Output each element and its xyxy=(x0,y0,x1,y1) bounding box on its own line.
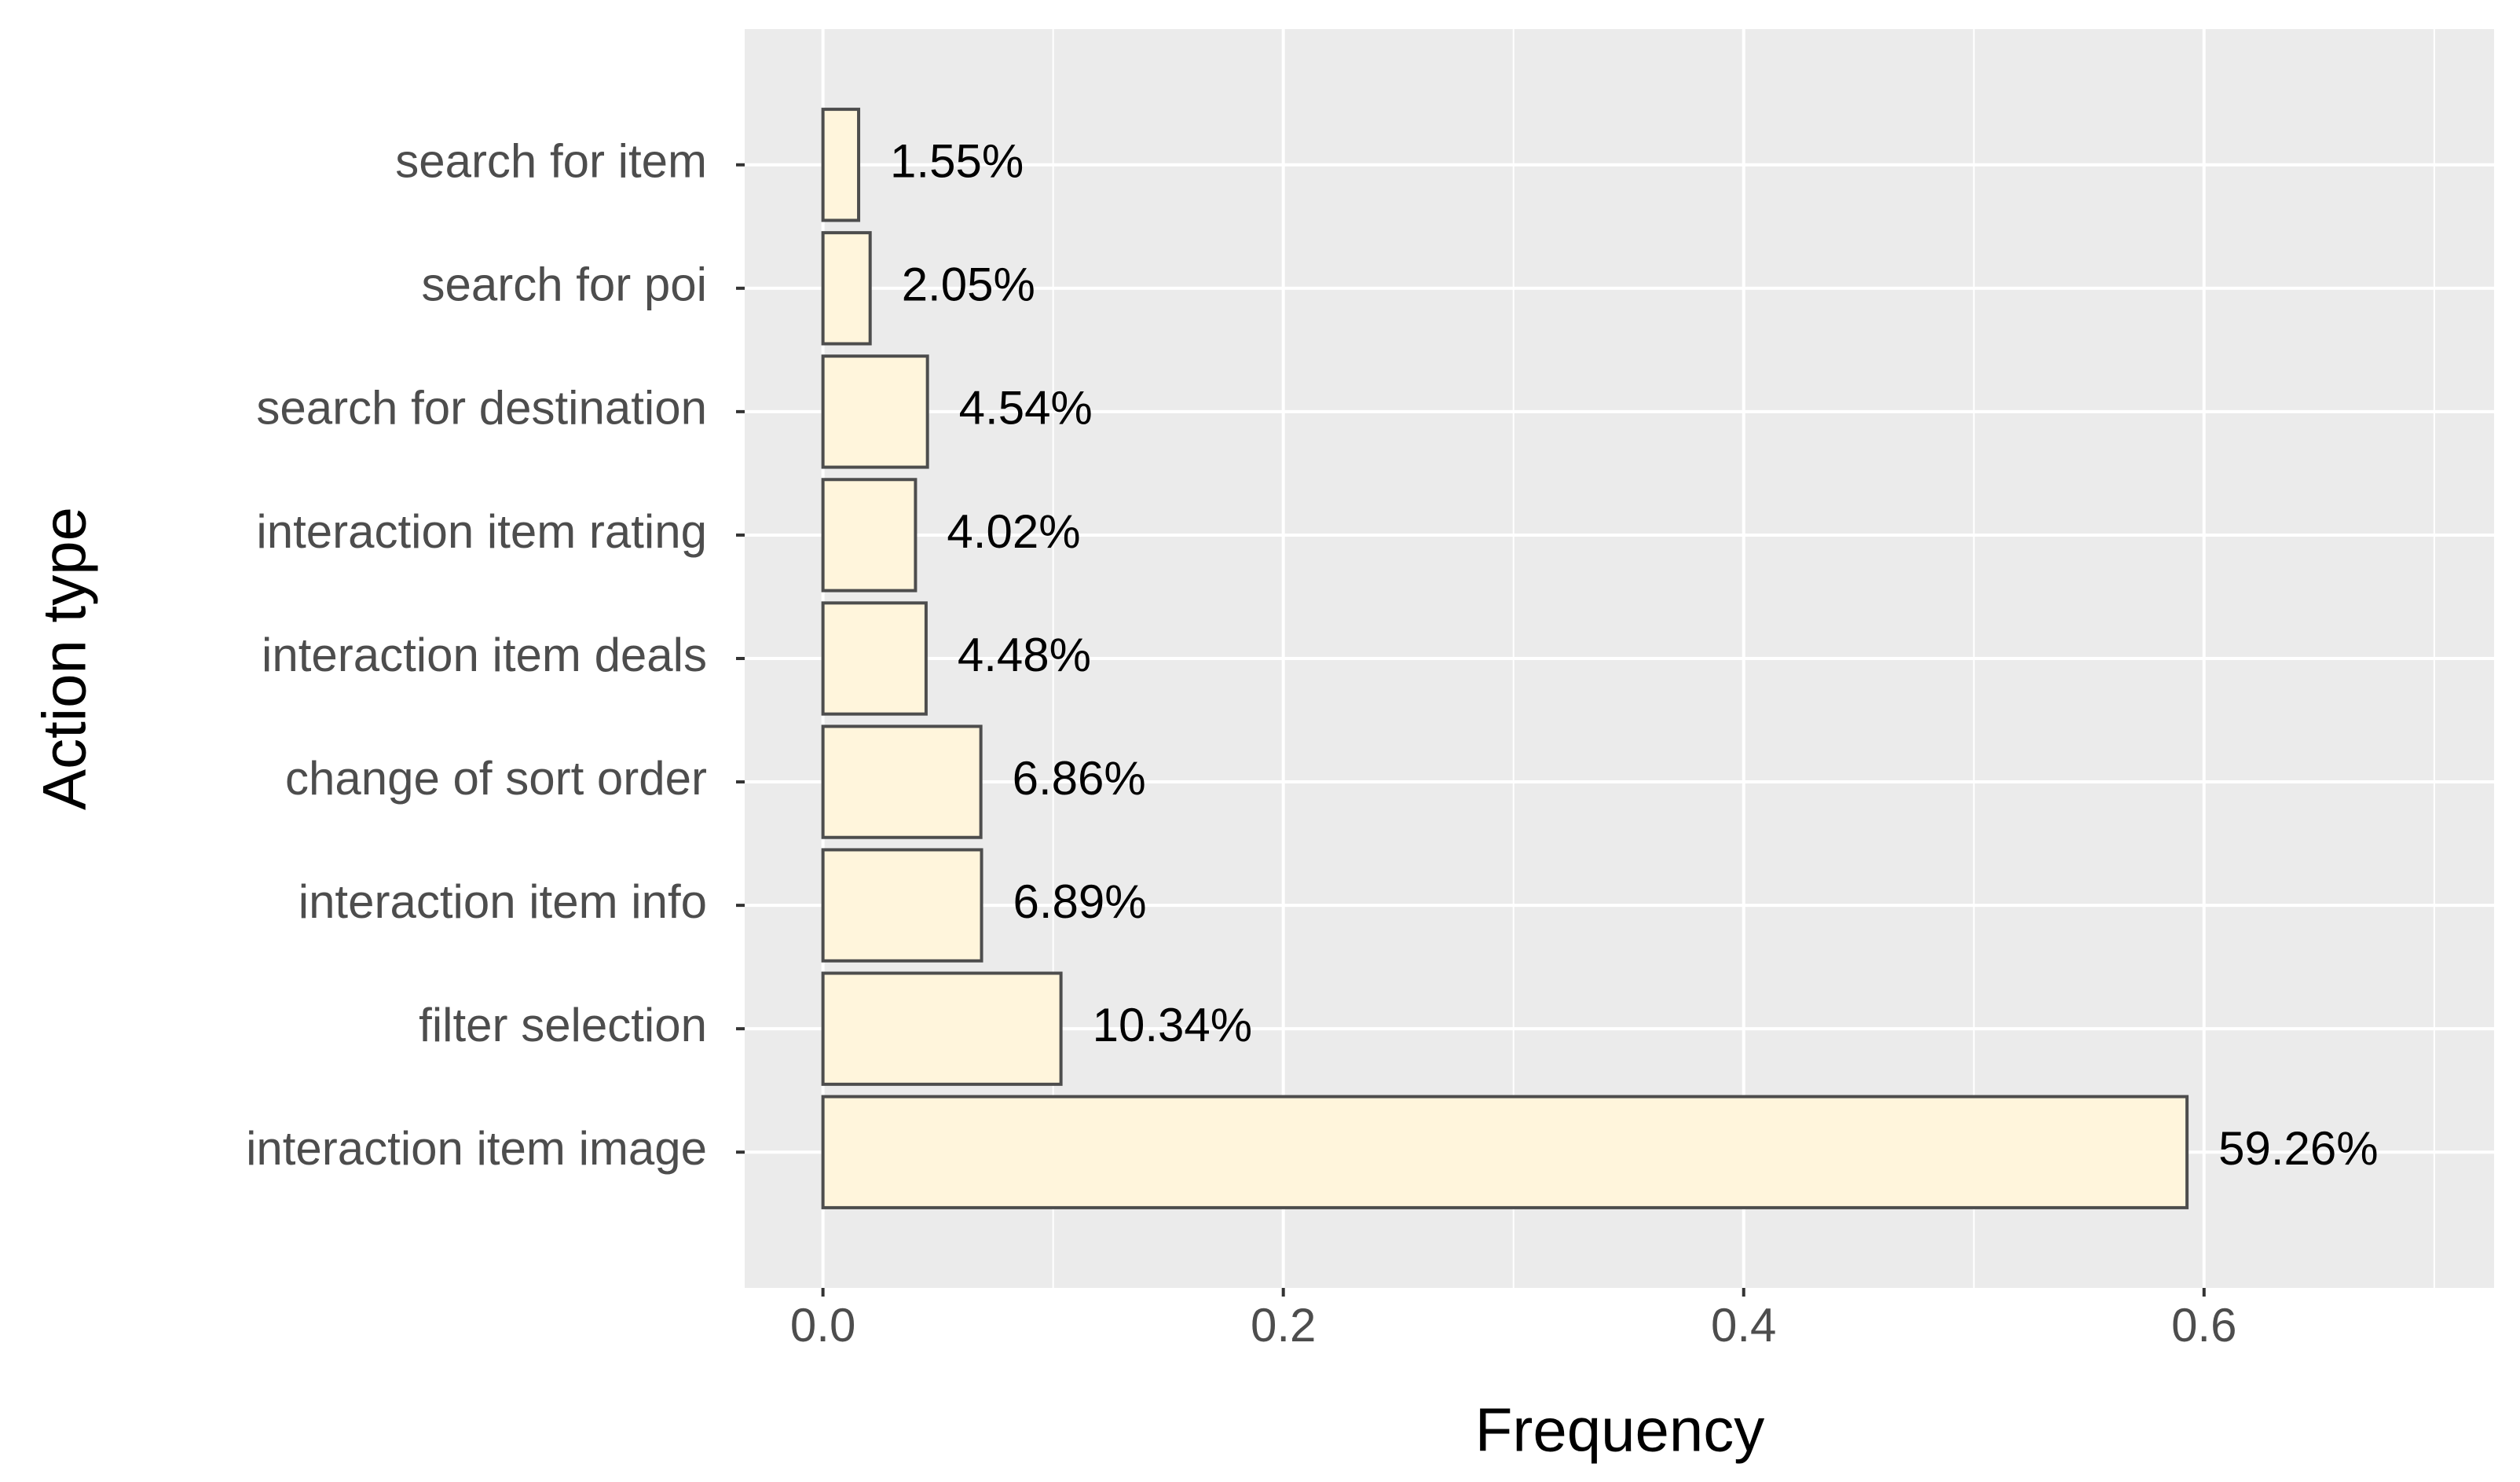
y-tick-label: search for poi xyxy=(421,259,707,311)
y-tick-label: interaction item image xyxy=(246,1122,707,1175)
y-tick-label: filter selection xyxy=(419,999,707,1051)
bar xyxy=(821,231,872,346)
value-label: 6.89% xyxy=(1013,875,1147,928)
bar xyxy=(821,1095,2189,1209)
y-tick-label: interaction item rating xyxy=(256,505,707,558)
x-tick-label: 0.0 xyxy=(790,1299,855,1352)
value-label: 4.02% xyxy=(947,505,1080,558)
y-tick-label: search for destination xyxy=(256,382,707,435)
value-label: 4.54% xyxy=(959,382,1093,435)
value-label: 1.55% xyxy=(890,135,1024,188)
bar xyxy=(821,971,1063,1086)
y-tick-label: change of sort order xyxy=(285,752,707,805)
bar xyxy=(821,478,918,592)
bar xyxy=(821,601,928,716)
x-tick-label: 0.6 xyxy=(2171,1299,2236,1352)
x-axis-title: Frequency xyxy=(1475,1396,1765,1465)
value-label: 6.86% xyxy=(1013,752,1146,805)
value-label: 59.26% xyxy=(2218,1122,2379,1175)
bar xyxy=(821,724,983,839)
bar xyxy=(821,354,929,469)
x-tick-label: 0.2 xyxy=(1251,1299,1316,1352)
bar xyxy=(821,848,983,963)
value-label: 10.34% xyxy=(1093,999,1253,1051)
y-tick-label: interaction item deals xyxy=(262,629,707,681)
y-axis-title: Action type xyxy=(30,507,99,810)
value-label: 4.48% xyxy=(958,629,1091,681)
y-tick-label: search for item xyxy=(395,135,707,188)
value-label: 2.05% xyxy=(902,259,1035,311)
bar xyxy=(821,108,861,222)
y-tick-label: interaction item info xyxy=(299,875,707,928)
x-tick-label: 0.4 xyxy=(1711,1299,1776,1352)
